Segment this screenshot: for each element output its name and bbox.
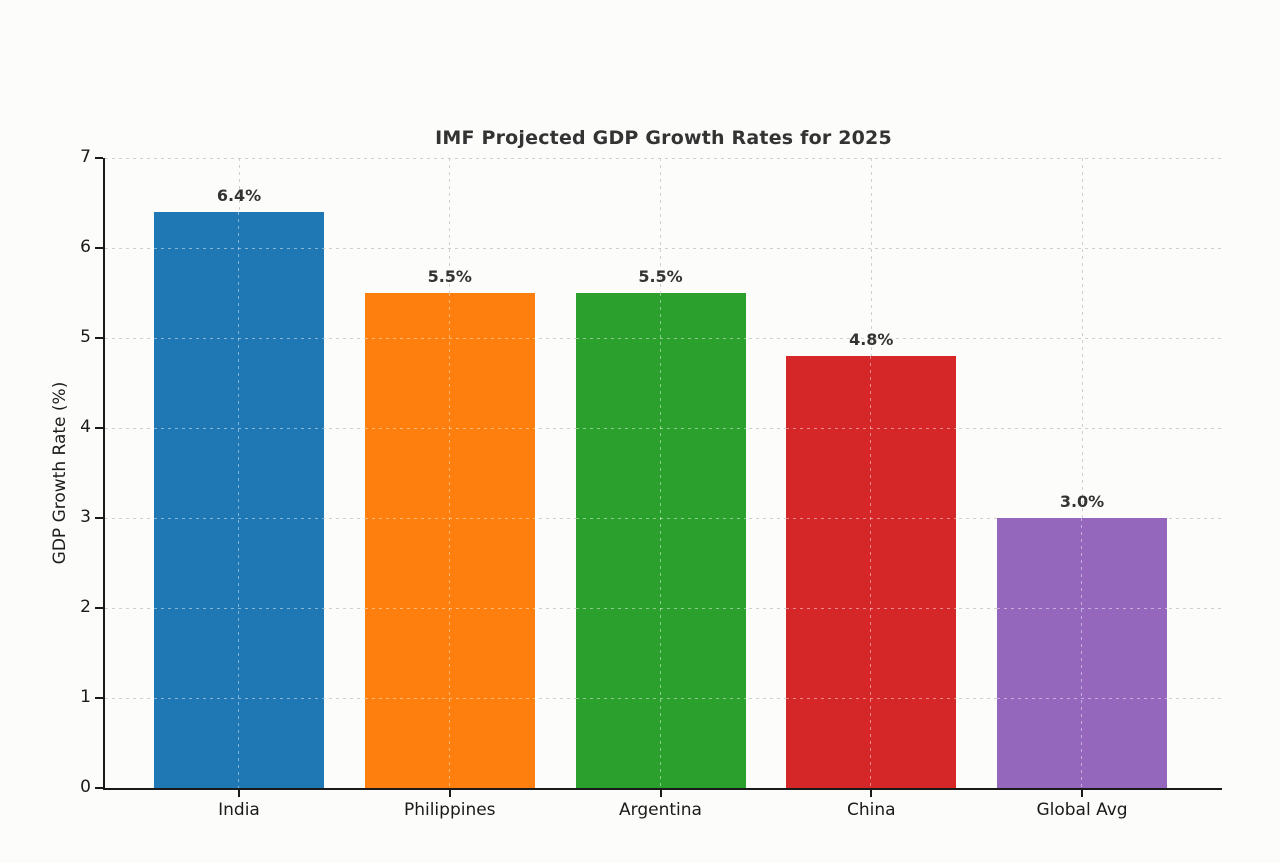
- y-tick-mark: [95, 787, 103, 789]
- y-axis-spine: [103, 158, 105, 790]
- bar-gridline-overlay: [364, 517, 535, 519]
- bar-gridline-overlay: [154, 427, 324, 429]
- bar-gridline-overlay: [786, 697, 957, 699]
- y-axis-label: GDP Growth Rate (%): [50, 381, 70, 565]
- value-label-india: 6.4%: [216, 186, 262, 205]
- y-tick-mark: [95, 607, 103, 609]
- x-tick-mark: [1081, 790, 1083, 797]
- x-tick-label-india: India: [218, 800, 260, 820]
- bar-gridline-overlay: [448, 293, 450, 788]
- x-tick-label-philippines: Philippines: [403, 800, 496, 820]
- bar-gridline-overlay: [364, 697, 535, 699]
- bar-gridline-overlay: [575, 517, 746, 519]
- value-label-global-avg: 3.0%: [1059, 492, 1105, 511]
- bar-gridline-overlay: [575, 427, 746, 429]
- bar-argentina: [575, 293, 746, 788]
- y-tick-label: 4: [80, 417, 91, 437]
- x-tick-label-global-avg: Global Avg: [1036, 800, 1128, 820]
- x-tick-mark: [238, 790, 240, 797]
- y-tick-label: 3: [80, 507, 91, 527]
- y-tick-mark: [95, 427, 103, 429]
- y-tick-label: 1: [80, 687, 91, 707]
- bar-gridline-overlay: [154, 607, 324, 609]
- x-tick-mark: [659, 790, 662, 797]
- y-tick-mark: [95, 517, 103, 519]
- bar-philippines: [364, 293, 535, 788]
- chart-title: IMF Projected GDP Growth Rates for 2025: [435, 127, 892, 149]
- bar-gridline-overlay: [786, 427, 957, 429]
- x-tick-mark: [870, 790, 873, 797]
- bar-china: [786, 356, 957, 788]
- bar-gridline-overlay: [997, 607, 1167, 609]
- horizontal-gridline: [105, 157, 1222, 159]
- y-tick-label: 2: [80, 597, 91, 617]
- bar-gridline-overlay: [154, 337, 324, 339]
- y-tick-label: 7: [80, 147, 91, 167]
- x-tick-label-china: China: [846, 800, 896, 820]
- value-label-philippines: 5.5%: [427, 267, 472, 286]
- x-axis-spine: [103, 788, 1222, 790]
- bar-gridline-overlay: [786, 607, 957, 609]
- bar-gridline-overlay: [364, 337, 535, 339]
- value-label-china: 4.8%: [849, 330, 894, 349]
- y-tick-label: 6: [80, 237, 91, 257]
- bar-gridline-overlay: [997, 697, 1167, 699]
- bar-gridline-overlay: [659, 293, 661, 788]
- bar-gridline-overlay: [1081, 518, 1082, 788]
- value-label-argentina: 5.5%: [638, 267, 683, 286]
- y-tick-mark: [95, 247, 103, 249]
- y-tick-mark: [95, 157, 103, 159]
- horizontal-gridline: [105, 247, 1222, 249]
- bar-gridline-overlay: [154, 247, 324, 249]
- y-tick-mark: [95, 337, 103, 339]
- bar-gridline-overlay: [575, 337, 746, 339]
- bar-gridline-overlay: [575, 697, 746, 699]
- plot-area: 0 1 2 3 4 5 6 7 6.4% India 5.5% Philippines 5.5% Arge…: [80, 147, 1222, 820]
- bar-gridline-overlay: [154, 697, 324, 699]
- bar-gridline-overlay: [238, 212, 239, 788]
- bar-gridline-overlay: [364, 427, 535, 429]
- bar-india: [154, 212, 324, 788]
- x-tick-label-argentina: Argentina: [619, 800, 702, 820]
- bar-gridline-overlay: [786, 517, 957, 519]
- vertical-gridline: [1081, 158, 1083, 788]
- x-tick-mark: [448, 790, 451, 797]
- bar-gridline-overlay: [154, 517, 324, 519]
- y-tick-mark: [95, 697, 103, 699]
- y-tick-label: 5: [80, 327, 91, 347]
- bar-global-avg: [997, 518, 1167, 788]
- bar-gridline-overlay: [870, 356, 872, 788]
- bar-gridline-overlay: [364, 607, 535, 609]
- bar-gridline-overlay: [575, 607, 746, 609]
- y-tick-label: 0: [80, 777, 91, 797]
